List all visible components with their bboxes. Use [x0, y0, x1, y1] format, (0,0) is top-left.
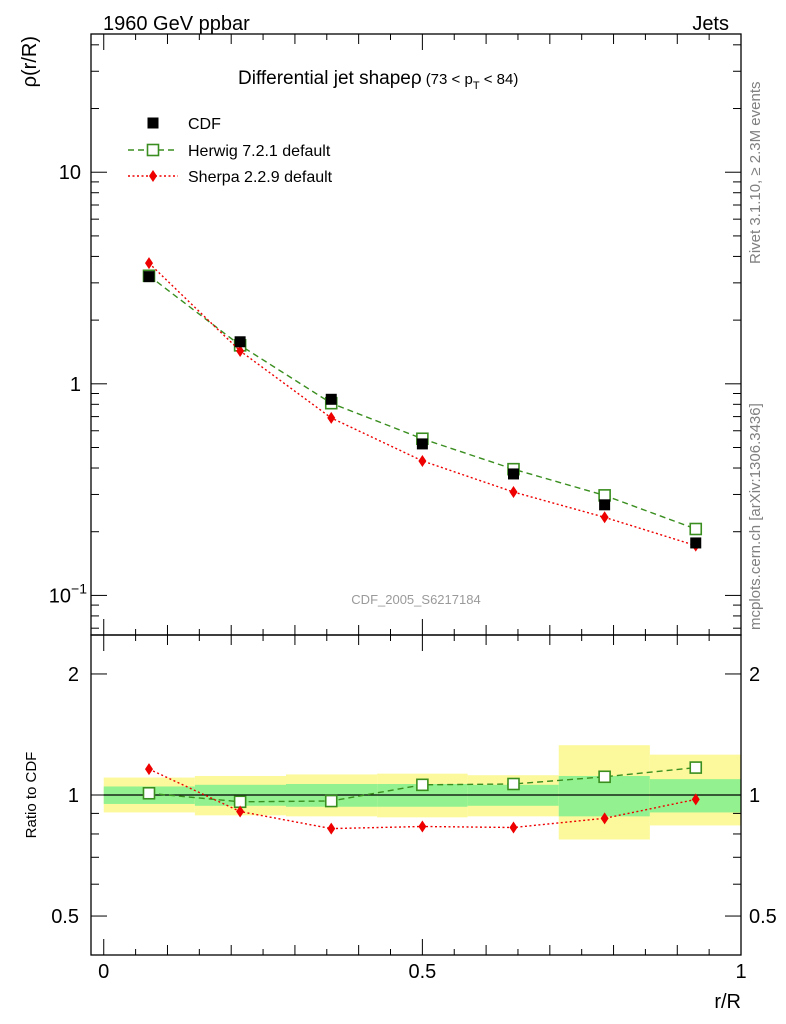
- main-series-data-point: [690, 537, 702, 549]
- y-tick-label: 1: [70, 374, 81, 396]
- main-series-2-point: [327, 411, 336, 424]
- main-series-2-line: [148, 262, 697, 547]
- ratio-series-1-point: [144, 763, 153, 776]
- main-series-1-point: [689, 522, 703, 536]
- main-series-2-point: [600, 511, 609, 524]
- ratio-series-0-point: [416, 778, 429, 792]
- ratio-panel: 2 2 1 1 0.5 0.5 0 0.5 1 Ratio to CDF r/R: [23, 634, 777, 1013]
- legend-marker: [146, 143, 160, 157]
- x-tick-label: 0.5: [408, 961, 436, 983]
- legend-label: Herwig 7.2.1 default: [188, 143, 331, 160]
- main-series-data-point: [143, 271, 155, 283]
- ratio-series-0-point: [598, 770, 611, 784]
- ratio-series-1-point: [691, 793, 700, 806]
- x-tick-label: 0: [98, 961, 109, 983]
- x-axis-label: r/R: [714, 991, 741, 1013]
- ratio-y-tick-label: 2: [68, 664, 79, 686]
- ratio-series-1-point: [327, 822, 336, 835]
- ratio-series-0-point: [324, 794, 338, 808]
- ratio-series-1-point: [600, 812, 609, 825]
- ratio-series-1-point: [418, 820, 427, 833]
- main-series-2-point: [144, 257, 153, 270]
- y-tick-label: 10: [59, 162, 81, 184]
- ratio-series-0-point: [689, 761, 703, 774]
- legend-marker: [149, 170, 157, 182]
- ratio-y-tick-label: 1: [68, 785, 79, 807]
- ratio-y-tick-label: 0.5: [51, 906, 79, 928]
- main-series-data-point: [599, 499, 611, 511]
- main-series-1-line: [148, 275, 697, 530]
- main-series-2-point: [236, 344, 245, 357]
- y-tick-label: 10−1: [49, 580, 87, 607]
- main-panel: Differential jet shapeρ (73 < pT < 84) ρ(…: [19, 33, 742, 636]
- main-series-data-point: [325, 393, 337, 405]
- ratio-y-tick-label-right: 2: [749, 664, 760, 686]
- ratio-frame: [90, 634, 742, 956]
- ratio-series-1-point: [509, 821, 518, 834]
- title-range-end: < 84): [480, 71, 519, 88]
- ratio-series-1-point: [236, 805, 245, 818]
- main-series-2-point: [509, 486, 518, 499]
- ratio-y-tick-label-right: 1: [749, 785, 760, 807]
- main-series-data-point: [508, 468, 519, 480]
- legend-marker: [147, 117, 159, 129]
- ratio-series-0-point: [142, 786, 156, 800]
- title-range: (73 < p: [426, 71, 473, 88]
- watermark: CDF_2005_S6217184: [351, 592, 480, 607]
- process-label: Jets: [692, 13, 729, 35]
- title-sub: T: [473, 80, 480, 92]
- ratio-y-tick-label-right: 0.5: [749, 906, 777, 928]
- chart-title: Differential jet shapeρ (73 < pT < 84): [238, 68, 518, 92]
- main-series-2-point: [418, 454, 427, 467]
- title-main: Differential jet shapeρ: [238, 68, 422, 89]
- main-series-data-point: [234, 336, 246, 348]
- rivet-label: Rivet 3.1.10, ≥ 2.3M events: [747, 82, 764, 265]
- legend-label: CDF: [188, 116, 221, 133]
- energy-label: 1960 GeV ppbar: [103, 13, 250, 35]
- main-series-1-point: [598, 489, 611, 502]
- mcplots-label: mcplots.cern.ch [arXiv:1306.3436]: [747, 403, 764, 630]
- x-tick-label: 1: [735, 961, 746, 983]
- legend: CDF Herwig 7.2.1 default Sherpa 2.2.9 defa…: [128, 116, 333, 186]
- ratio-y-axis-label: Ratio to CDF: [23, 752, 40, 839]
- legend-label: Sherpa 2.2.9 default: [188, 169, 333, 186]
- main-series-data-point: [416, 438, 428, 450]
- y-axis-label: ρ(r/R): [19, 36, 41, 87]
- ratio-series-0-point: [507, 777, 520, 791]
